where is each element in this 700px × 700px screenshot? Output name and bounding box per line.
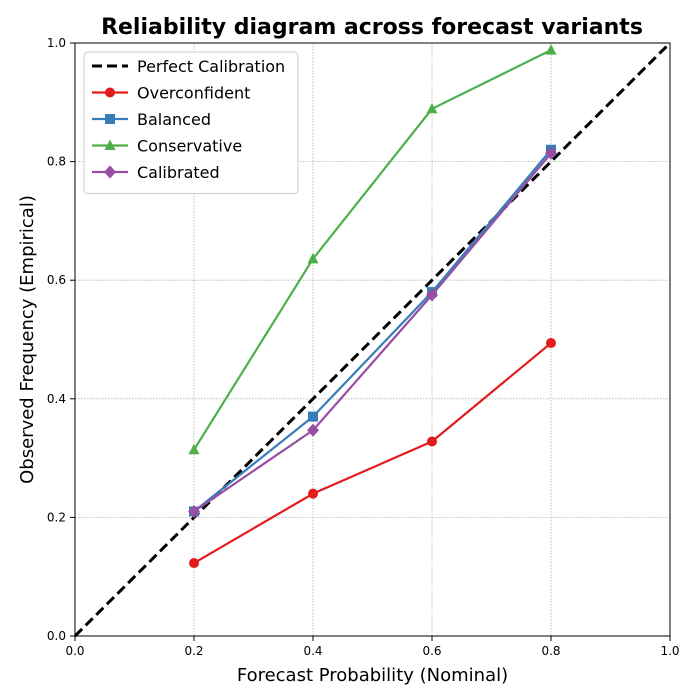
legend-label-perfect-calibration: Perfect Calibration — [137, 57, 285, 76]
legend-label-conservative: Conservative — [137, 137, 242, 156]
data-point-overconfident — [546, 338, 556, 349]
x-tick-label: 0.6 — [422, 644, 441, 658]
legend-marker-balanced — [105, 114, 115, 124]
data-point-calibrated — [307, 423, 319, 437]
x-tick-label: 0.2 — [184, 644, 203, 658]
legend-label-overconfident: Overconfident — [137, 84, 250, 103]
y-tick-label: 0.2 — [47, 510, 66, 524]
data-point-conservative — [307, 252, 319, 264]
data-point-conservative — [426, 102, 438, 114]
axis-ticks: 0.0 0.2 0.4 0.6 0.8 1.0 0.0 0.2 0.4 0.6 0.8 1.0 — [47, 36, 680, 658]
data-point-overconfident — [427, 436, 437, 447]
x-axis-title: Forecast Probability (Nominal) — [237, 665, 508, 686]
data-point-conservative — [188, 443, 200, 455]
legend-label-calibrated: Calibrated — [137, 163, 220, 182]
x-tick-label: 0.8 — [541, 644, 560, 658]
x-tick-label: 0.4 — [303, 644, 322, 658]
y-tick-label: 0.4 — [47, 392, 66, 406]
series-calibrated — [188, 146, 557, 518]
y-tick-label: 0.8 — [47, 155, 66, 169]
y-axis-title: Observed Frequency (Empirical) — [17, 195, 38, 484]
data-point-calibrated — [426, 288, 438, 302]
data-point-balanced — [308, 411, 318, 422]
y-tick-label: 1.0 — [47, 36, 66, 50]
legend-marker-overconfident — [105, 87, 115, 98]
legend-item-conservative: Conservative — [92, 137, 242, 156]
legend-marker-conservative — [104, 139, 116, 150]
series-overconfident — [189, 338, 556, 569]
series-layer — [73, 41, 672, 638]
series-balanced — [189, 144, 556, 517]
data-point-calibrated — [545, 146, 557, 160]
data-point-overconfident — [308, 488, 318, 499]
series-line-balanced — [193, 149, 552, 513]
legend-item-perfect-calibration: Perfect Calibration — [92, 57, 285, 76]
x-tick-label: 1.0 — [660, 644, 679, 658]
series-line-calibrated — [193, 152, 552, 513]
legend-item-overconfident: Overconfident — [92, 84, 250, 103]
y-tick-label: 0.6 — [47, 273, 66, 287]
legend: Perfect Calibration Overconfident Balanced… — [83, 51, 299, 194]
legend-label-balanced: Balanced — [137, 110, 211, 129]
perfect-calibration-line — [73, 41, 672, 638]
chart-title: Reliability diagram across forecast vari… — [101, 15, 643, 40]
data-point-conservative — [545, 44, 557, 55]
data-point-calibrated — [188, 504, 200, 518]
plot-frame — [74, 42, 671, 637]
series-line-conservative — [193, 49, 552, 451]
legend-box — [83, 51, 299, 194]
legend-item-calibrated: Calibrated — [92, 163, 220, 182]
legend-marker-calibrated — [104, 165, 116, 179]
y-tick-label: 0.0 — [47, 629, 66, 643]
x-tick-label: 0.0 — [65, 644, 84, 658]
data-point-overconfident — [189, 558, 199, 569]
legend-item-balanced: Balanced — [92, 110, 211, 129]
series-line-overconfident — [193, 342, 552, 565]
series-conservative — [188, 44, 557, 455]
